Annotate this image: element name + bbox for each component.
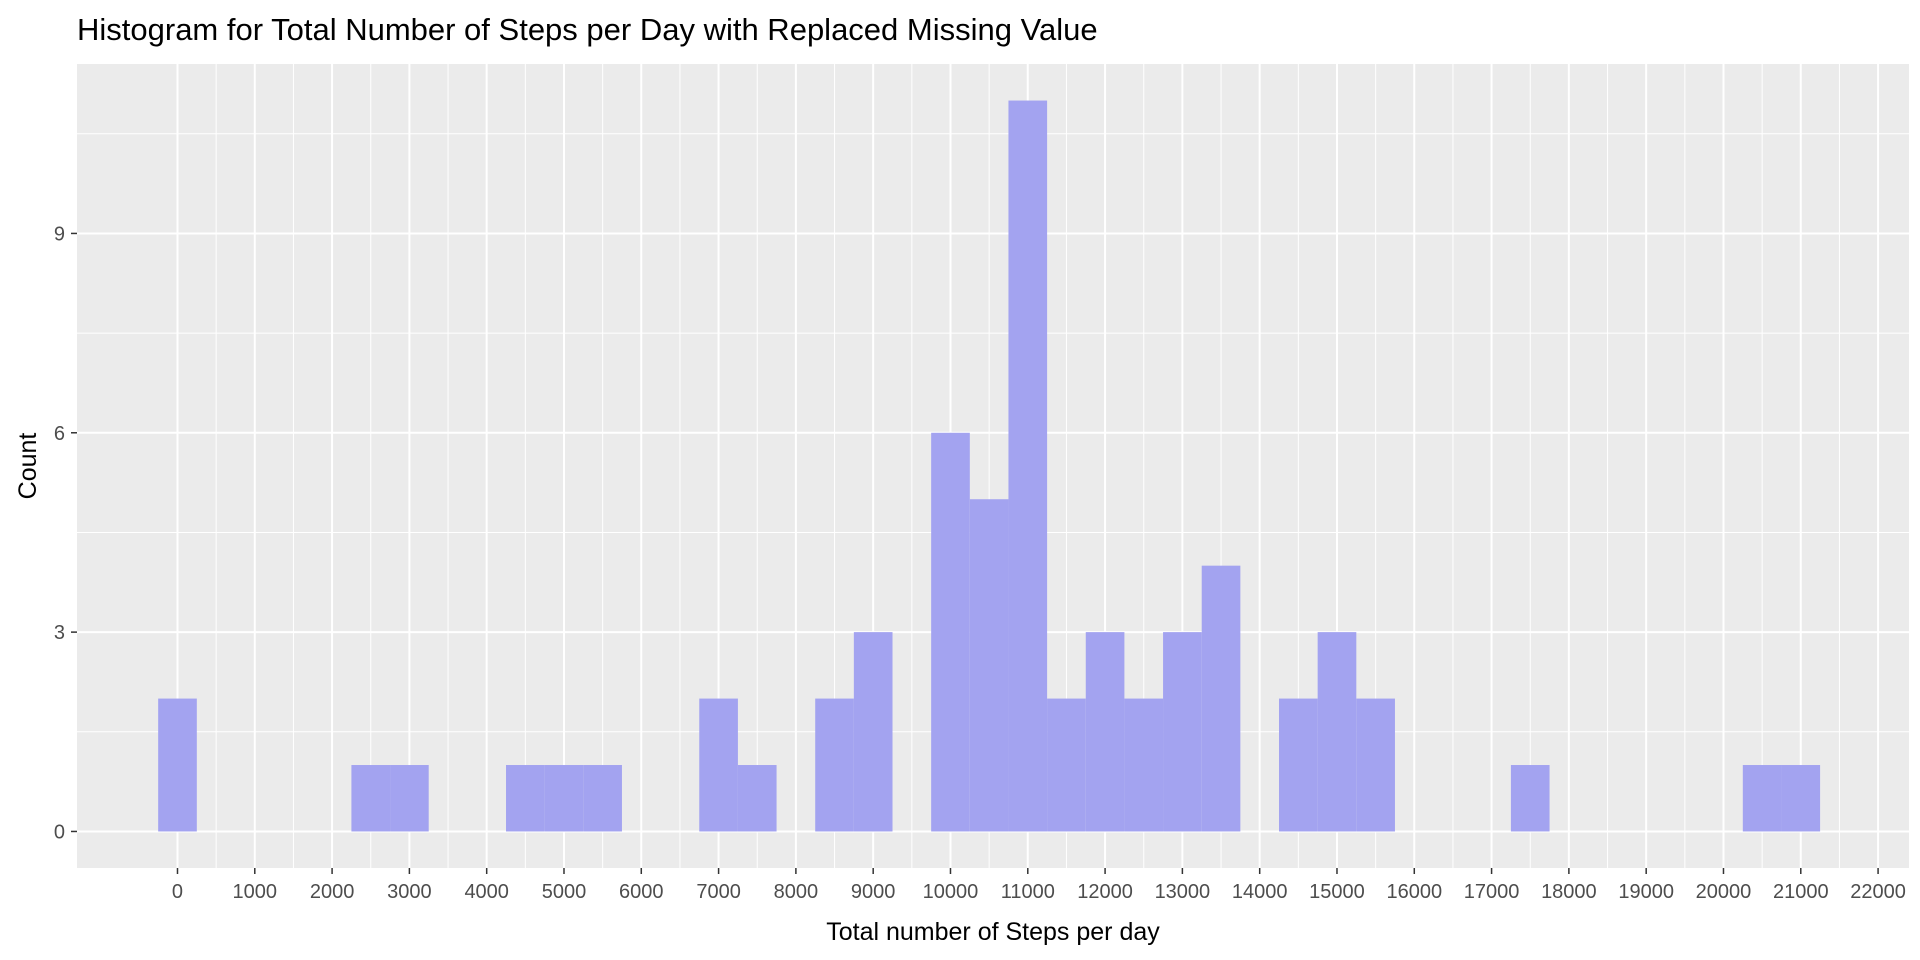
x-tick-label: 11000: [1001, 881, 1055, 903]
histogram-bars: [158, 100, 1821, 832]
histogram-bar: [1008, 100, 1048, 832]
x-tick-label: 15000: [1309, 881, 1365, 903]
histogram-bar: [544, 765, 584, 832]
y-tick-label: 3: [54, 622, 65, 644]
x-tick-label: 6000: [619, 881, 664, 903]
x-tick-label: 21000: [1773, 881, 1829, 903]
histogram-bar: [351, 765, 391, 832]
histogram-bar: [815, 698, 854, 832]
y-tick-label: 0: [54, 821, 65, 843]
x-axis-title: Total number of Steps per day: [826, 918, 1160, 946]
x-tick-label: 16000: [1386, 881, 1442, 903]
histogram-bar: [158, 698, 197, 832]
x-tick-label: 13000: [1155, 881, 1211, 903]
histogram-bar: [1124, 698, 1164, 832]
x-tick-label: 4000: [464, 881, 509, 903]
histogram-bar: [931, 432, 970, 832]
x-tick-label: 12000: [1077, 881, 1133, 903]
histogram-bar: [853, 632, 893, 832]
histogram-bar: [583, 765, 622, 832]
x-tick-label: 20000: [1696, 881, 1752, 903]
histogram-bar: [699, 698, 738, 832]
x-tick-label: 7000: [696, 881, 741, 903]
x-tick-label: 10000: [923, 881, 979, 903]
histogram-bar: [1510, 765, 1550, 832]
x-tick-label: 18000: [1541, 881, 1597, 903]
histogram-bar: [1085, 632, 1125, 832]
histogram-bar: [390, 765, 429, 832]
y-axis-title: Count: [14, 433, 42, 500]
x-tick-label: 1000: [233, 881, 278, 903]
histogram-bar: [506, 765, 545, 832]
histogram-bar: [1356, 698, 1395, 832]
x-tick-label: 19000: [1618, 881, 1674, 903]
x-tick-label: 3000: [387, 881, 432, 903]
histogram-bar: [737, 765, 777, 832]
x-tick-label: 2000: [310, 881, 355, 903]
y-tick-label: 9: [54, 223, 65, 245]
y-tick-label: 6: [54, 423, 65, 445]
chart-title: Histogram for Total Number of Steps per …: [77, 12, 1098, 47]
x-tick-label: 5000: [542, 881, 587, 903]
x-axis: 0 1000 2000 3000 4000 5000 6000 7000 8000 9000 100…: [172, 868, 1906, 903]
histogram-bar: [1047, 698, 1086, 832]
x-tick-label: 8000: [774, 881, 819, 903]
histogram-bar: [1201, 565, 1241, 832]
x-tick-label: 0: [172, 881, 183, 903]
histogram-bar: [1742, 765, 1782, 832]
histogram-bar: [1781, 765, 1821, 832]
x-tick-label: 14000: [1232, 881, 1288, 903]
x-tick-label: 9000: [851, 881, 896, 903]
x-tick-label: 17000: [1464, 881, 1520, 903]
x-tick-label: 22000: [1850, 881, 1906, 903]
histogram-bar: [1317, 632, 1357, 832]
histogram-bar: [1279, 698, 1318, 832]
y-axis: 0 3 6 9: [54, 223, 77, 843]
histogram-bar: [969, 499, 1009, 832]
histogram-bar: [1163, 632, 1202, 832]
